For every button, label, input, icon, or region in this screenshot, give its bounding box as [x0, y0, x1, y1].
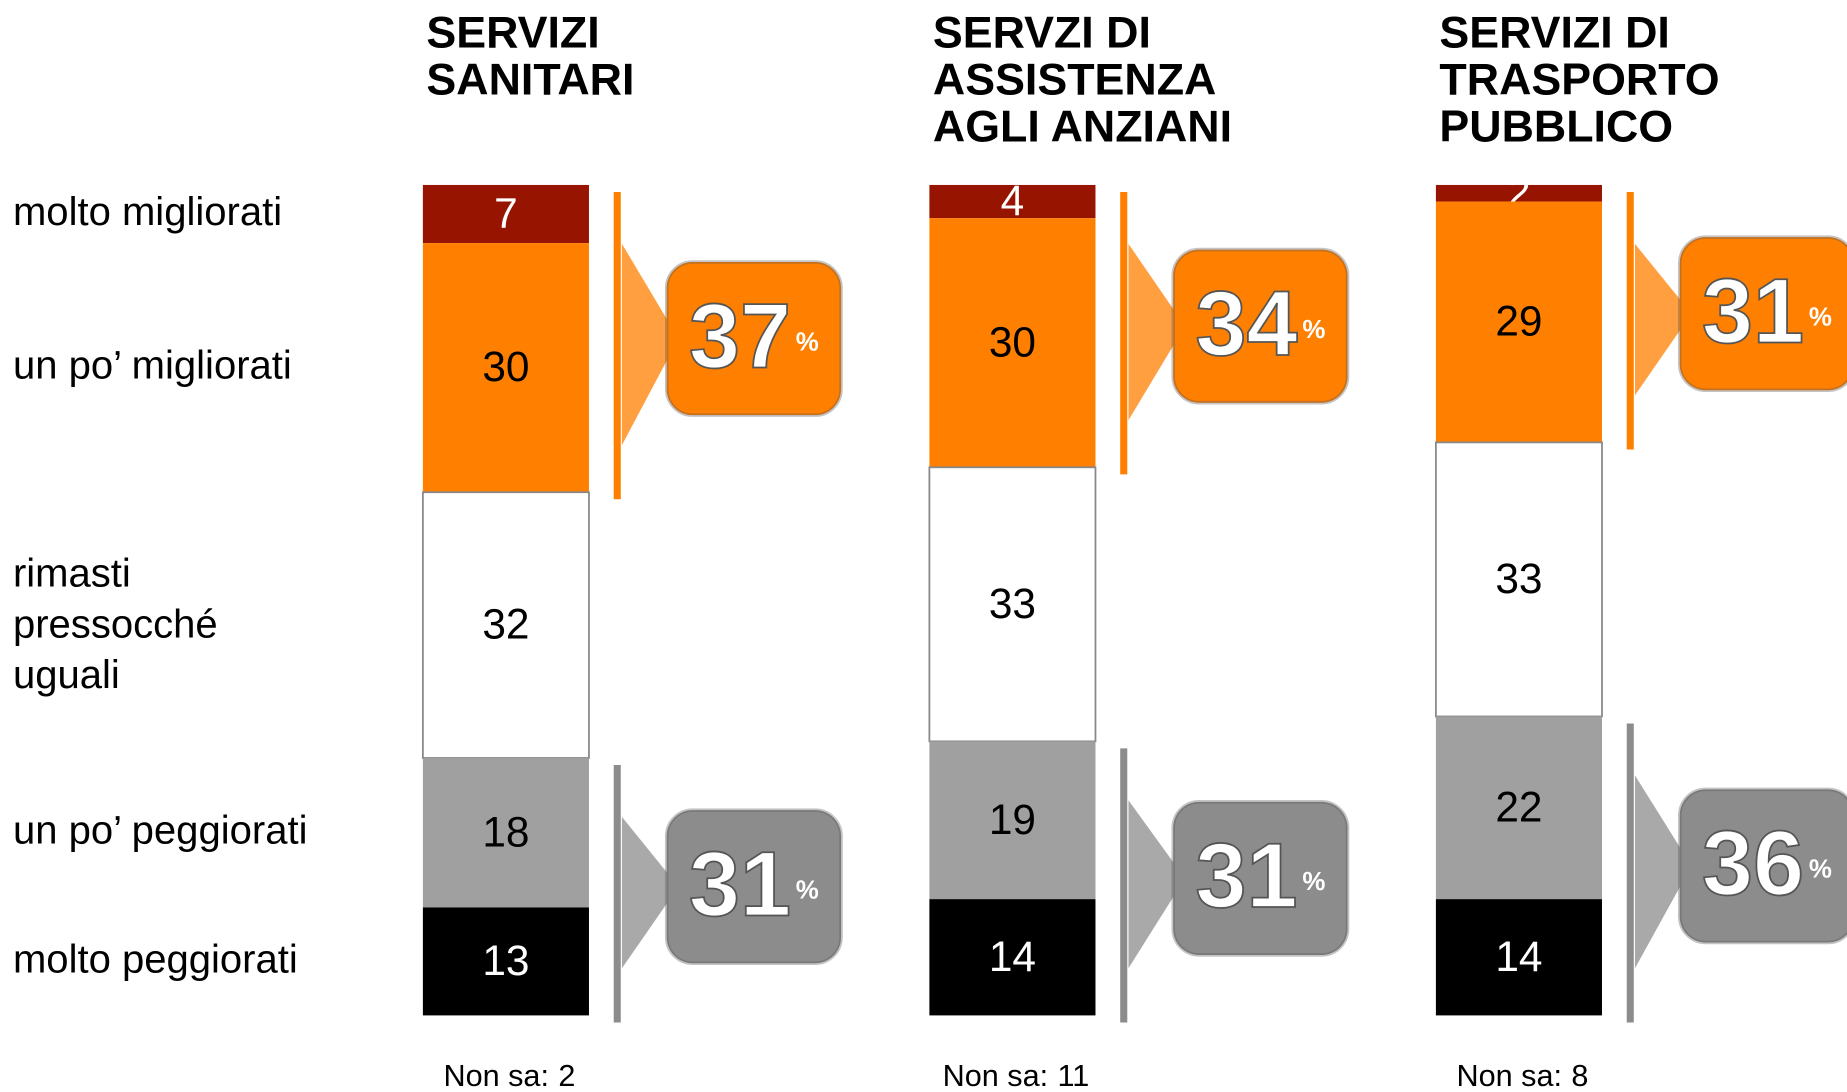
bar-segment [928, 466, 1097, 743]
callout-arrow [1634, 243, 1692, 396]
panel-title: SERVIZI DI TRASPORTO PUBBLICO [1439, 7, 1719, 151]
callout-box [1171, 247, 1350, 405]
legend-label-line: un po’ migliorati [13, 343, 292, 387]
no-answer: Non sa: 11 [943, 1059, 1090, 1092]
value-label: 14 [1495, 933, 1542, 980]
value-label: 30 [482, 343, 529, 390]
no-answer: Non sa: 8 [1457, 1059, 1589, 1092]
panel-title-line: ASSISTENZA [933, 54, 1216, 104]
callout-box [1171, 800, 1350, 957]
callout-number: 37 [689, 286, 791, 388]
callout-unit: % [796, 328, 819, 356]
legend-label: molto migliorati [13, 190, 282, 234]
no-answer-label: Non sa: [943, 1059, 1049, 1092]
callout-value: 37% [689, 286, 819, 388]
panel-title-line: SERVZI DI [933, 7, 1151, 57]
callout-value: 31% [689, 834, 819, 936]
panel-title: SERVZI DI ASSISTENZA AGLI ANZIANI [933, 7, 1232, 151]
callout-number: 31 [1702, 261, 1804, 363]
bar-segment [1435, 899, 1602, 1016]
legend-label: rimasti pressocché uguali [13, 551, 218, 696]
bar-segment [1435, 716, 1602, 900]
callout-unit: % [796, 876, 819, 904]
callout-value: 31% [1702, 261, 1832, 363]
panel-title: SERVIZI SANITARI [426, 7, 634, 104]
no-answer-value: 2 [558, 1059, 575, 1092]
callout-number: 34 [1195, 273, 1297, 375]
bar-segment [422, 757, 589, 908]
legend-label-line: rimasti [13, 551, 131, 595]
bar-segment [929, 218, 1096, 468]
value-label: 13 [482, 937, 529, 984]
value-label: 7 [494, 190, 518, 237]
bar-segment [422, 184, 589, 244]
callout-number: 36 [1702, 813, 1804, 915]
bar-segment [1435, 441, 1603, 718]
callout-arrow [1128, 243, 1186, 421]
panel-title-line: AGLI ANZIANI [933, 101, 1232, 151]
legend-label-line: molto peggiorati [13, 937, 298, 981]
no-answer-value: 11 [1058, 1059, 1090, 1092]
callout-unit: % [1302, 316, 1325, 344]
bar-segment [422, 907, 589, 1016]
value-label: 14 [989, 933, 1036, 980]
bar-segment [929, 184, 1096, 219]
value-label: 29 [1495, 298, 1542, 345]
no-answer-label: Non sa: [443, 1059, 549, 1092]
value-label: 33 [1495, 555, 1542, 602]
bar-segment [929, 899, 1096, 1016]
bar-segment [422, 243, 589, 493]
no-answer-value: 8 [1571, 1059, 1588, 1092]
panel-title-line: PUBBLICO [1439, 101, 1673, 151]
callout-arrow [1128, 800, 1186, 969]
callout-unit: % [1809, 855, 1832, 883]
bar-segment [929, 741, 1096, 900]
value-label: 4 [1001, 177, 1025, 224]
no-answer: Non sa: 2 [443, 1059, 575, 1092]
callout-number: 31 [689, 834, 791, 936]
callout-box [664, 260, 843, 417]
legend-label: un po’ migliorati [13, 343, 292, 387]
value-label: 18 [482, 808, 529, 855]
callout-arrow [1634, 775, 1692, 969]
callout-value: 34% [1195, 273, 1325, 375]
panel-title-line: SANITARI [426, 54, 634, 104]
callout-number: 31 [1195, 825, 1297, 927]
legend-label-line: pressocché [13, 602, 218, 646]
legend-label-line: un po’ peggiorati [13, 808, 308, 852]
panel-title-line: SERVIZI [426, 7, 599, 57]
legend-label-line: uguali [13, 653, 120, 697]
bar-segment [1435, 184, 1602, 202]
value-label: 32 [482, 601, 529, 648]
value-label: 30 [989, 318, 1036, 365]
panel-title-line: TRASPORTO [1439, 54, 1719, 104]
callout-box [1677, 235, 1847, 393]
value-label: 33 [989, 580, 1036, 627]
value-label: 22 [1495, 783, 1542, 830]
no-answer-label: Non sa: [1457, 1059, 1563, 1092]
legend-label-line: molto migliorati [13, 190, 282, 234]
callout-value: 31% [1195, 825, 1325, 927]
callout-unit: % [1809, 303, 1832, 331]
callout-unit: % [1302, 868, 1325, 896]
value-label: 19 [989, 796, 1036, 843]
callout-arrow [621, 816, 679, 969]
legend-label: molto peggiorati [13, 937, 298, 981]
callout-value: 36% [1702, 813, 1832, 915]
legend-label: un po’ peggiorati [13, 808, 308, 852]
panel-title-line: SERVIZI DI [1439, 7, 1669, 57]
bar-segment [1435, 201, 1602, 443]
callout-box [1677, 787, 1847, 945]
callout-arrow [621, 243, 679, 446]
callout-box [664, 808, 843, 966]
